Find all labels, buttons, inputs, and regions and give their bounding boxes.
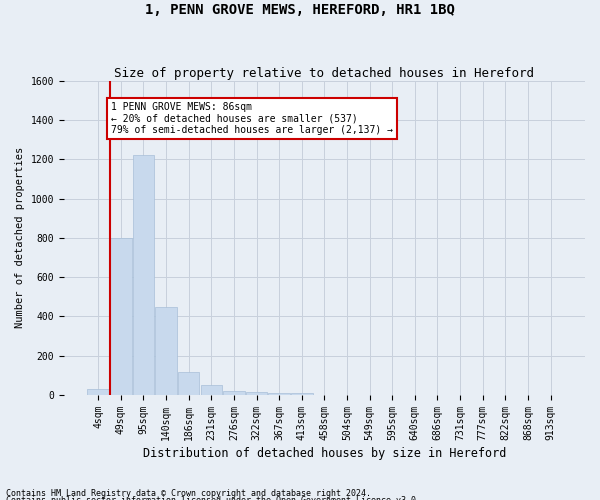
Text: 1, PENN GROVE MEWS, HEREFORD, HR1 1BQ: 1, PENN GROVE MEWS, HEREFORD, HR1 1BQ — [145, 2, 455, 16]
Bar — [88, 389, 109, 395]
X-axis label: Distribution of detached houses by size in Hereford: Distribution of detached houses by size … — [143, 447, 506, 460]
Bar — [268, 393, 290, 395]
Bar — [291, 393, 313, 395]
Bar — [110, 238, 131, 395]
Text: 1 PENN GROVE MEWS: 86sqm
← 20% of detached houses are smaller (537)
79% of semi-: 1 PENN GROVE MEWS: 86sqm ← 20% of detach… — [112, 102, 394, 136]
Bar — [155, 306, 177, 395]
Text: Contains HM Land Registry data © Crown copyright and database right 2024.: Contains HM Land Registry data © Crown c… — [6, 488, 371, 498]
Y-axis label: Number of detached properties: Number of detached properties — [15, 147, 25, 328]
Title: Size of property relative to detached houses in Hereford: Size of property relative to detached ho… — [115, 66, 535, 80]
Bar — [200, 386, 222, 395]
Bar — [223, 391, 245, 395]
Bar — [178, 372, 199, 395]
Bar — [133, 156, 154, 395]
Text: Contains public sector information licensed under the Open Government Licence v3: Contains public sector information licen… — [6, 496, 421, 500]
Bar — [246, 392, 267, 395]
